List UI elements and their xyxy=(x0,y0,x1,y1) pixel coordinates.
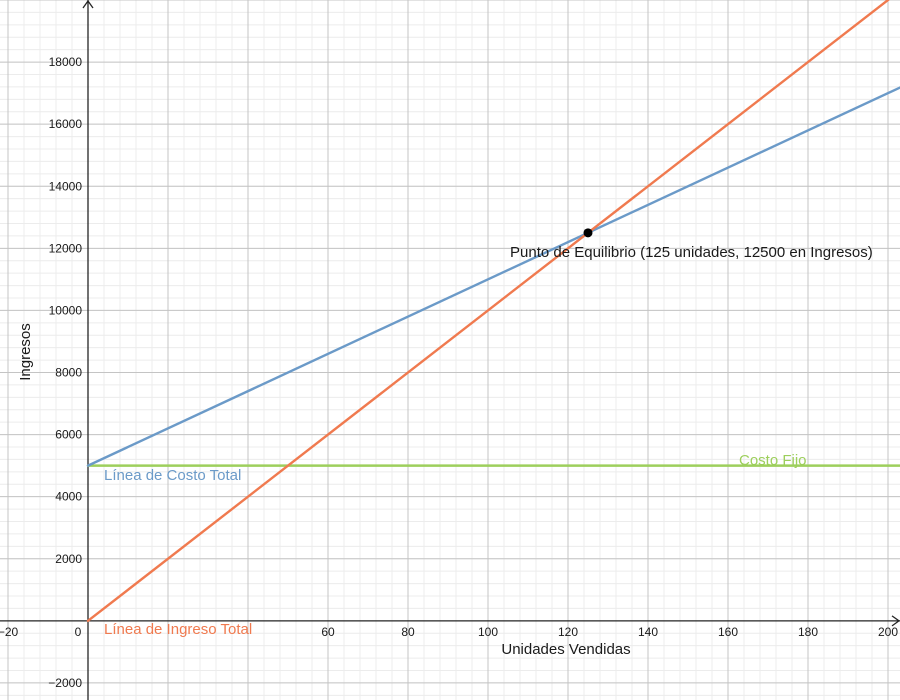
y-tick-label: 16000 xyxy=(49,117,83,131)
y-tick-label: 6000 xyxy=(55,428,82,442)
y-tick-label: 2000 xyxy=(55,552,82,566)
x-axis-title: Unidades Vendidas xyxy=(501,641,630,658)
series-labels: Línea de Costo Total Línea de Ingreso Tot… xyxy=(104,452,807,638)
x-tick-label: 120 xyxy=(558,625,578,639)
x-tick-label: 160 xyxy=(718,625,738,639)
series-line xyxy=(86,86,900,467)
y-axis-title: Ingresos xyxy=(17,323,34,381)
y-axis-arrow xyxy=(82,0,94,9)
series-lines xyxy=(86,0,900,623)
series-line xyxy=(86,0,890,623)
x-tick-label: 80 xyxy=(401,625,415,639)
y-tick-label: 14000 xyxy=(49,179,83,193)
x-tick-label: 0 xyxy=(75,625,82,639)
x-axis-arrow xyxy=(891,615,900,627)
y-tick-label: −2000 xyxy=(48,676,82,690)
x-tick-label: 60 xyxy=(321,625,335,639)
y-tick-label: 12000 xyxy=(49,241,83,255)
y-tick-label: 18000 xyxy=(49,55,83,69)
y-tick-label: 8000 xyxy=(55,366,82,380)
break-even-point xyxy=(583,228,593,238)
x-tick-label: 100 xyxy=(478,625,498,639)
y-tick-label: 4000 xyxy=(55,490,82,504)
x-tick-label: −20 xyxy=(0,625,19,639)
tick-labels: −20 0 60 80 100 120 140 160 180 200 −2000 2000 4000 6… xyxy=(0,55,898,690)
x-tick-label: 200 xyxy=(878,625,898,639)
series-label: Línea de Costo Total xyxy=(104,467,241,484)
series-label: Línea de Ingreso Total xyxy=(104,621,252,638)
y-tick-label: 10000 xyxy=(49,303,83,317)
series-label: Costo Fijo xyxy=(739,452,807,469)
break-even-label: Punto de Equilibrio (125 unidades, 12500… xyxy=(510,244,873,261)
x-tick-label: 140 xyxy=(638,625,658,639)
x-tick-label: 180 xyxy=(798,625,818,639)
